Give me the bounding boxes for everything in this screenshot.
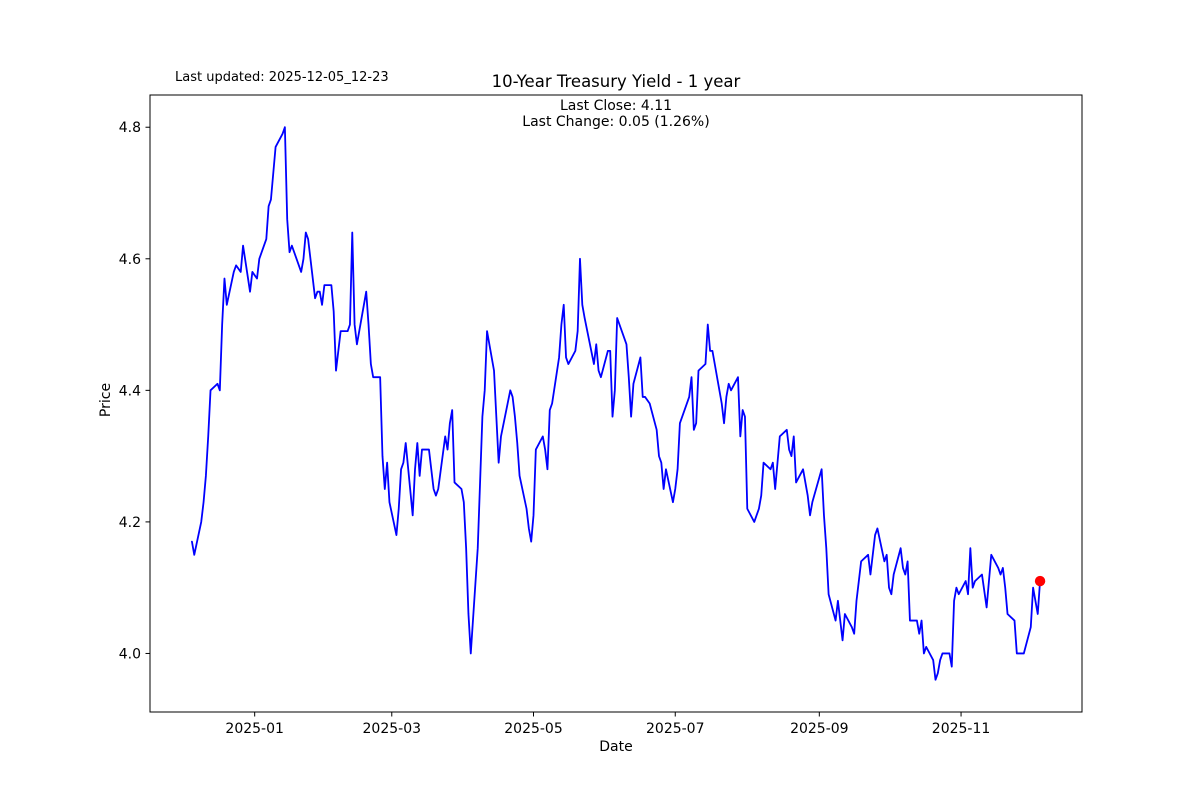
y-tick-label: 4.4 bbox=[119, 383, 141, 399]
x-tick-label: 2025-09 bbox=[790, 721, 849, 737]
last-change-text: Last Change: 0.05 (1.26%) bbox=[522, 113, 710, 130]
x-tick-label: 2025-03 bbox=[363, 721, 422, 737]
price-line bbox=[191, 126, 1041, 681]
last-close-text: Last Close: 4.11 bbox=[559, 98, 673, 114]
x-tick-label: 2025-05 bbox=[504, 721, 563, 737]
y-tick-label: 4.6 bbox=[119, 252, 141, 268]
y-tick-label: 4.2 bbox=[119, 515, 141, 531]
plot-frame bbox=[149, 94, 1083, 713]
last-updated-text: Last updated: 2025-12-05_12-23 bbox=[175, 70, 389, 85]
y-tick-label: 4.0 bbox=[119, 646, 141, 662]
y-tick-label: 4.8 bbox=[119, 120, 141, 136]
x-tick-label: 2025-11 bbox=[932, 721, 991, 737]
x-tick-label: 2025-07 bbox=[646, 721, 705, 737]
chart-title: 10-Year Treasury Yield - 1 year bbox=[491, 72, 741, 91]
last-price-marker bbox=[1034, 575, 1046, 587]
x-axis-label: Date bbox=[599, 739, 633, 755]
x-tick-label: 2025-01 bbox=[225, 721, 284, 737]
